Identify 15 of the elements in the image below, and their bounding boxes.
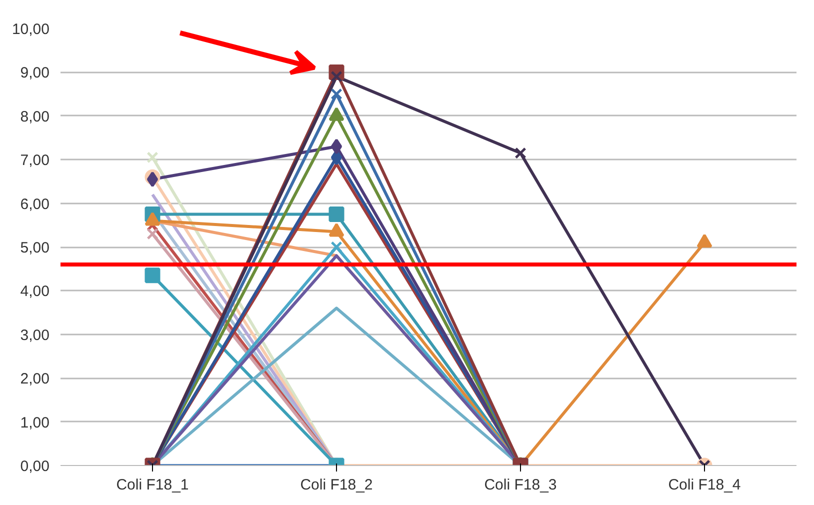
y-tick-label: 5,00 xyxy=(20,240,50,256)
x-tick-label: Coli F18_2 xyxy=(300,476,373,494)
y-tick-label: 3,00 xyxy=(20,326,50,344)
y-tick-label: 8,00 xyxy=(20,108,50,126)
y-tick-label: 0,00 xyxy=(20,458,50,475)
x-tick-label: Coli F18_1 xyxy=(116,476,189,494)
y-tick-label: 1,00 xyxy=(20,414,50,432)
y-tick-label: 2,00 xyxy=(20,370,50,388)
y-tick-label: 10,00 xyxy=(12,21,50,38)
y-tick-label: 7,00 xyxy=(20,152,50,170)
x-tick-label: Coli F18_4 xyxy=(668,476,741,494)
y-tick-label: 6,00 xyxy=(20,196,50,213)
y-tick-label: 4,00 xyxy=(20,283,50,300)
y-tick-label: 9,00 xyxy=(20,64,50,82)
x-tick-label: Coli F18_3 xyxy=(484,476,557,494)
